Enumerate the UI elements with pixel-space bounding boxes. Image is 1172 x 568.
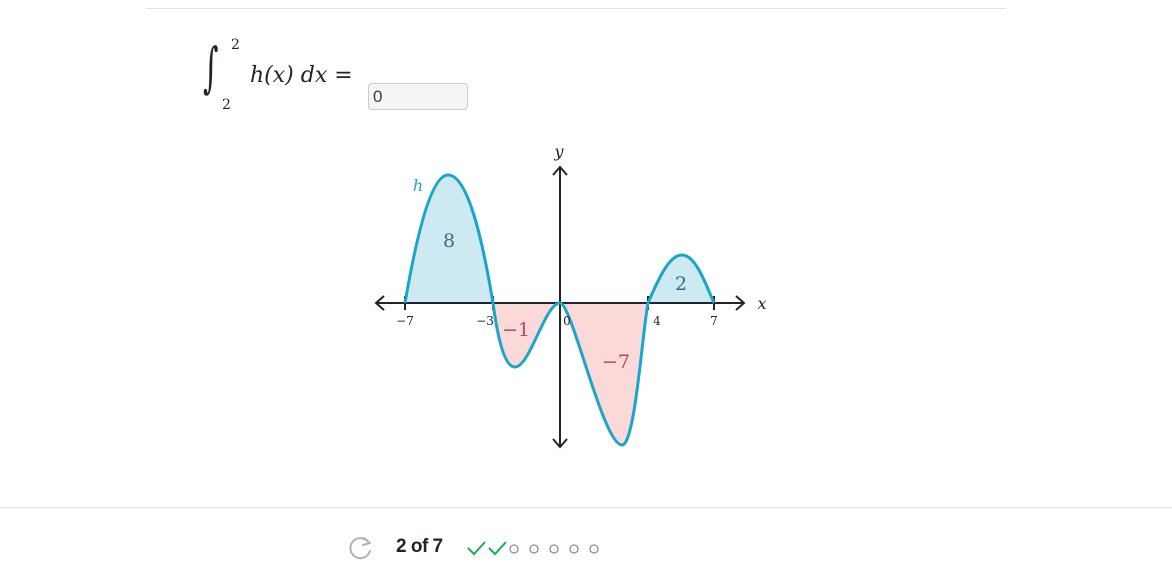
integral-upper-limit: 2: [231, 37, 240, 53]
completed-check-icon: [488, 541, 507, 556]
region-fill-positive-right: [648, 255, 714, 303]
integrand-expression: h(x) dx =: [250, 63, 353, 88]
progress-footer: [0, 508, 1172, 568]
region-label-8: 8: [443, 230, 455, 252]
function-label: h: [413, 176, 423, 195]
y-axis-label: y: [553, 142, 564, 161]
problem-area: ∫ 2 2 h(x) dx = y x h −7 −3 0 4 7 8: [203, 36, 767, 449]
region-label-neg1: −1: [502, 319, 530, 341]
pending-step-dot: [589, 544, 599, 554]
region-fill-negative-right: [560, 303, 648, 445]
completed-check-icon: [467, 541, 486, 556]
tick-label-7: 7: [710, 314, 718, 328]
integral-lower-limit: 2: [222, 97, 231, 113]
region-label-2: 2: [675, 273, 687, 295]
restart-icon[interactable]: [347, 534, 375, 562]
function-curve: [403, 173, 716, 447]
function-graph: y x h −7 −3 0 4 7 8 −1 −7 2: [374, 142, 767, 449]
x-axis-left-arrow: [374, 295, 385, 311]
y-axis-top-arrow: [552, 165, 568, 176]
region-fill-negative-left: [493, 303, 560, 367]
tick-label-neg7: −7: [396, 314, 414, 328]
integral-sign: ∫: [203, 36, 219, 99]
pending-step-dot: [549, 544, 559, 554]
x-axis-label: x: [757, 294, 766, 313]
tick-label-neg3: −3: [476, 314, 494, 328]
pending-step-dot: [569, 544, 579, 554]
pending-step-dot: [509, 544, 519, 554]
x-axis-right-arrow: [735, 295, 746, 311]
tick-label-4: 4: [653, 314, 661, 328]
region-label-neg7: −7: [602, 351, 630, 373]
progress-indicator: [467, 541, 599, 556]
progress-counter: 2 of 7: [396, 536, 443, 557]
bottom-divider: [0, 507, 1172, 508]
tick-label-0: 0: [563, 314, 571, 328]
y-axis-bottom-arrow: [552, 438, 568, 449]
answer-input[interactable]: [368, 83, 468, 110]
top-divider: [146, 8, 1006, 9]
pending-step-dot: [529, 544, 539, 554]
